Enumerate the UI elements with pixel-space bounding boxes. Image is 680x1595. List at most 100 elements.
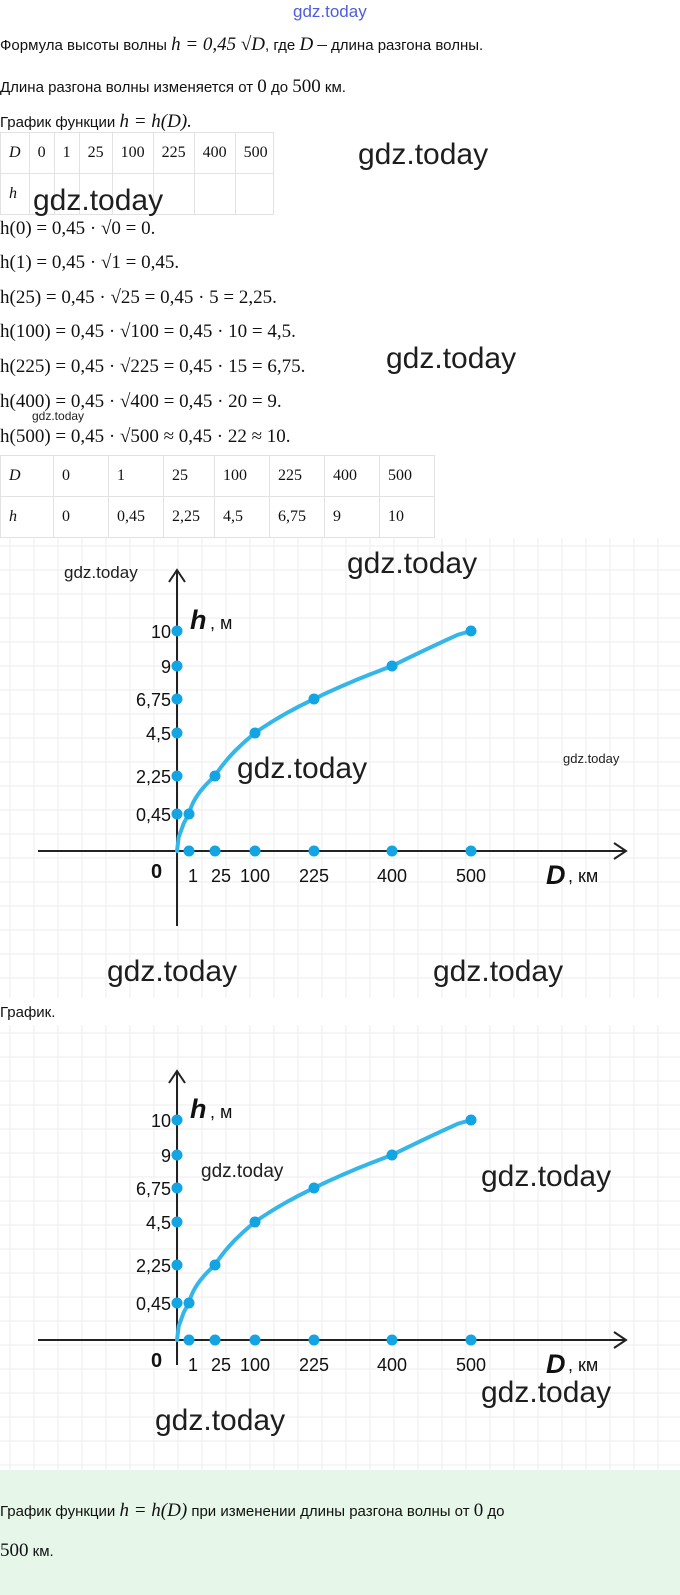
data-point [249, 1216, 261, 1228]
y-tick-label: 4,5 [146, 724, 171, 744]
x-axis-arrow [613, 1331, 628, 1349]
table-cell [78, 173, 113, 215]
x-axis-title: D [546, 1349, 566, 1379]
calc-line-5: h(400) = 0,45 · √400 = 0,45 · 20 = 9. [0, 391, 282, 412]
answer-pre: График функции [0, 1503, 116, 1520]
values-table-empty: D 0 1 25 100 225 400 500 h [0, 132, 274, 215]
x-axis-arrow [613, 842, 628, 860]
x-axis-unit: , км [568, 1355, 598, 1375]
data-point [386, 1149, 398, 1161]
y-tick-label: 2,25 [136, 767, 171, 787]
origin-label: 0 [151, 861, 162, 883]
x-tick-label: 100 [240, 866, 270, 886]
table-cell: 1 [108, 455, 164, 497]
watermark: gdz.today [33, 184, 164, 217]
table-cell: 225 [269, 455, 325, 497]
range-from: 0 [257, 76, 267, 97]
watermark: gdz.today [433, 955, 564, 988]
table-cell: 500 [234, 132, 274, 174]
y-axis-point [171, 1182, 183, 1194]
calc-line-2: h(25) = 0,45 · √25 = 0,45 · 5 = 2,25. [0, 287, 277, 308]
y-tick-label: 0,45 [136, 805, 171, 825]
calc-line-6: h(500) = 0,45 · √500 ≈ 0,45 · 22 ≈ 10. [0, 426, 291, 447]
answer-formula: h = h(D) [119, 1500, 188, 1521]
calc-line-0: h(0) = 0,45 · √0 = 0. [0, 218, 156, 239]
y-axis-point [171, 625, 183, 637]
table-cell [193, 173, 236, 215]
x-axis-title: D [546, 860, 566, 890]
table-cell: 100 [214, 455, 270, 497]
y-axis-point [171, 1149, 183, 1161]
intro-line-1-pre: Формула высоты волны [0, 37, 167, 54]
answer-to: 500 [0, 1540, 29, 1561]
chart-grid [0, 1025, 680, 1470]
x-axis-point [183, 845, 195, 857]
x-axis-point [308, 1334, 320, 1346]
chart-grid [0, 538, 680, 998]
intro-line-3-pre: График функции [0, 114, 116, 131]
y-tick-label: 2,25 [136, 1256, 171, 1276]
watermark: gdz.today [481, 1376, 612, 1409]
answer-from: 0 [473, 1500, 484, 1521]
y-axis-point [171, 1297, 183, 1309]
x-axis-point [308, 845, 320, 857]
x-tick-label: 225 [299, 866, 329, 886]
data-point [465, 625, 477, 637]
table-row: h [0, 173, 274, 215]
x-axis-point [209, 1334, 221, 1346]
values-table: D 0 1 25 100 225 400 500 h 0 0,45 2,25 4… [0, 455, 435, 538]
y-axis-point [171, 693, 183, 705]
intro-line-2: Длина разгона волны изменяется от 0 до 5… [0, 76, 346, 98]
table-cell: 0 [53, 455, 109, 497]
table-cell: 225 [152, 132, 195, 174]
x-tick-label: 100 [240, 1355, 270, 1375]
table-row: D 0 1 25 100 225 400 500 [0, 132, 274, 174]
y-tick-label: 9 [161, 657, 171, 677]
x-tick-label: 1 [188, 1355, 198, 1375]
watermark: gdz.today [347, 547, 478, 580]
dash: – [317, 34, 327, 55]
calc-line-4: h(225) = 0,45 · √225 = 0,45 · 15 = 6,75. [0, 356, 306, 377]
intro-line-2-mid: до [270, 79, 289, 96]
intro-line-2-pre: Длина разгона волны изменяется от [0, 79, 254, 96]
calc-line-1: h(1) = 0,45 · √1 = 0,45. [0, 252, 180, 273]
table-cell: 400 [324, 455, 380, 497]
watermark: gdz.today [64, 563, 138, 582]
x-axis-point [386, 845, 398, 857]
x-axis-point [183, 1334, 195, 1346]
table-cell: 4,5 [214, 496, 270, 538]
wave-height-formula: h = 0,45 √D [171, 34, 266, 55]
x-axis-point [209, 845, 221, 857]
intro-line-1-end: длина разгона волны. [331, 37, 484, 54]
y-tick-label: 0,45 [136, 1294, 171, 1314]
x-tick-label: 400 [377, 866, 407, 886]
table-cell: 2,25 [163, 496, 215, 538]
data-point [308, 1182, 320, 1194]
intro-line-1-post: , где [265, 37, 296, 54]
y-axis-arrow [168, 568, 186, 583]
calc-line-3: h(100) = 0,45 · √100 = 0,45 · 10 = 4,5. [0, 321, 296, 342]
y-axis-unit: , м [210, 1102, 232, 1122]
y-axis-point [171, 770, 183, 782]
y-axis-arrow [168, 1069, 186, 1084]
data-point [209, 1259, 221, 1271]
answer-unit: км. [32, 1543, 54, 1560]
intro-line-1: Формула высоты волны h = 0,45 √D, где D … [0, 34, 483, 56]
table-cell: 1 [53, 132, 80, 174]
x-tick-label: 25 [211, 866, 231, 886]
table-cell: 0,45 [108, 496, 164, 538]
x-tick-label: 225 [299, 1355, 329, 1375]
data-point [308, 693, 320, 705]
watermark: gdz.today [481, 1160, 612, 1193]
table-cell: h [0, 173, 30, 215]
x-axis-point [465, 845, 477, 857]
table-cell: 9 [324, 496, 380, 538]
table-cell: 10 [379, 496, 435, 538]
data-point [183, 808, 195, 820]
x-tick-label: 500 [456, 866, 486, 886]
answer-to-word: до [487, 1503, 505, 1520]
answer-line-2: 500 км. [0, 1540, 54, 1562]
table-cell [28, 173, 55, 215]
